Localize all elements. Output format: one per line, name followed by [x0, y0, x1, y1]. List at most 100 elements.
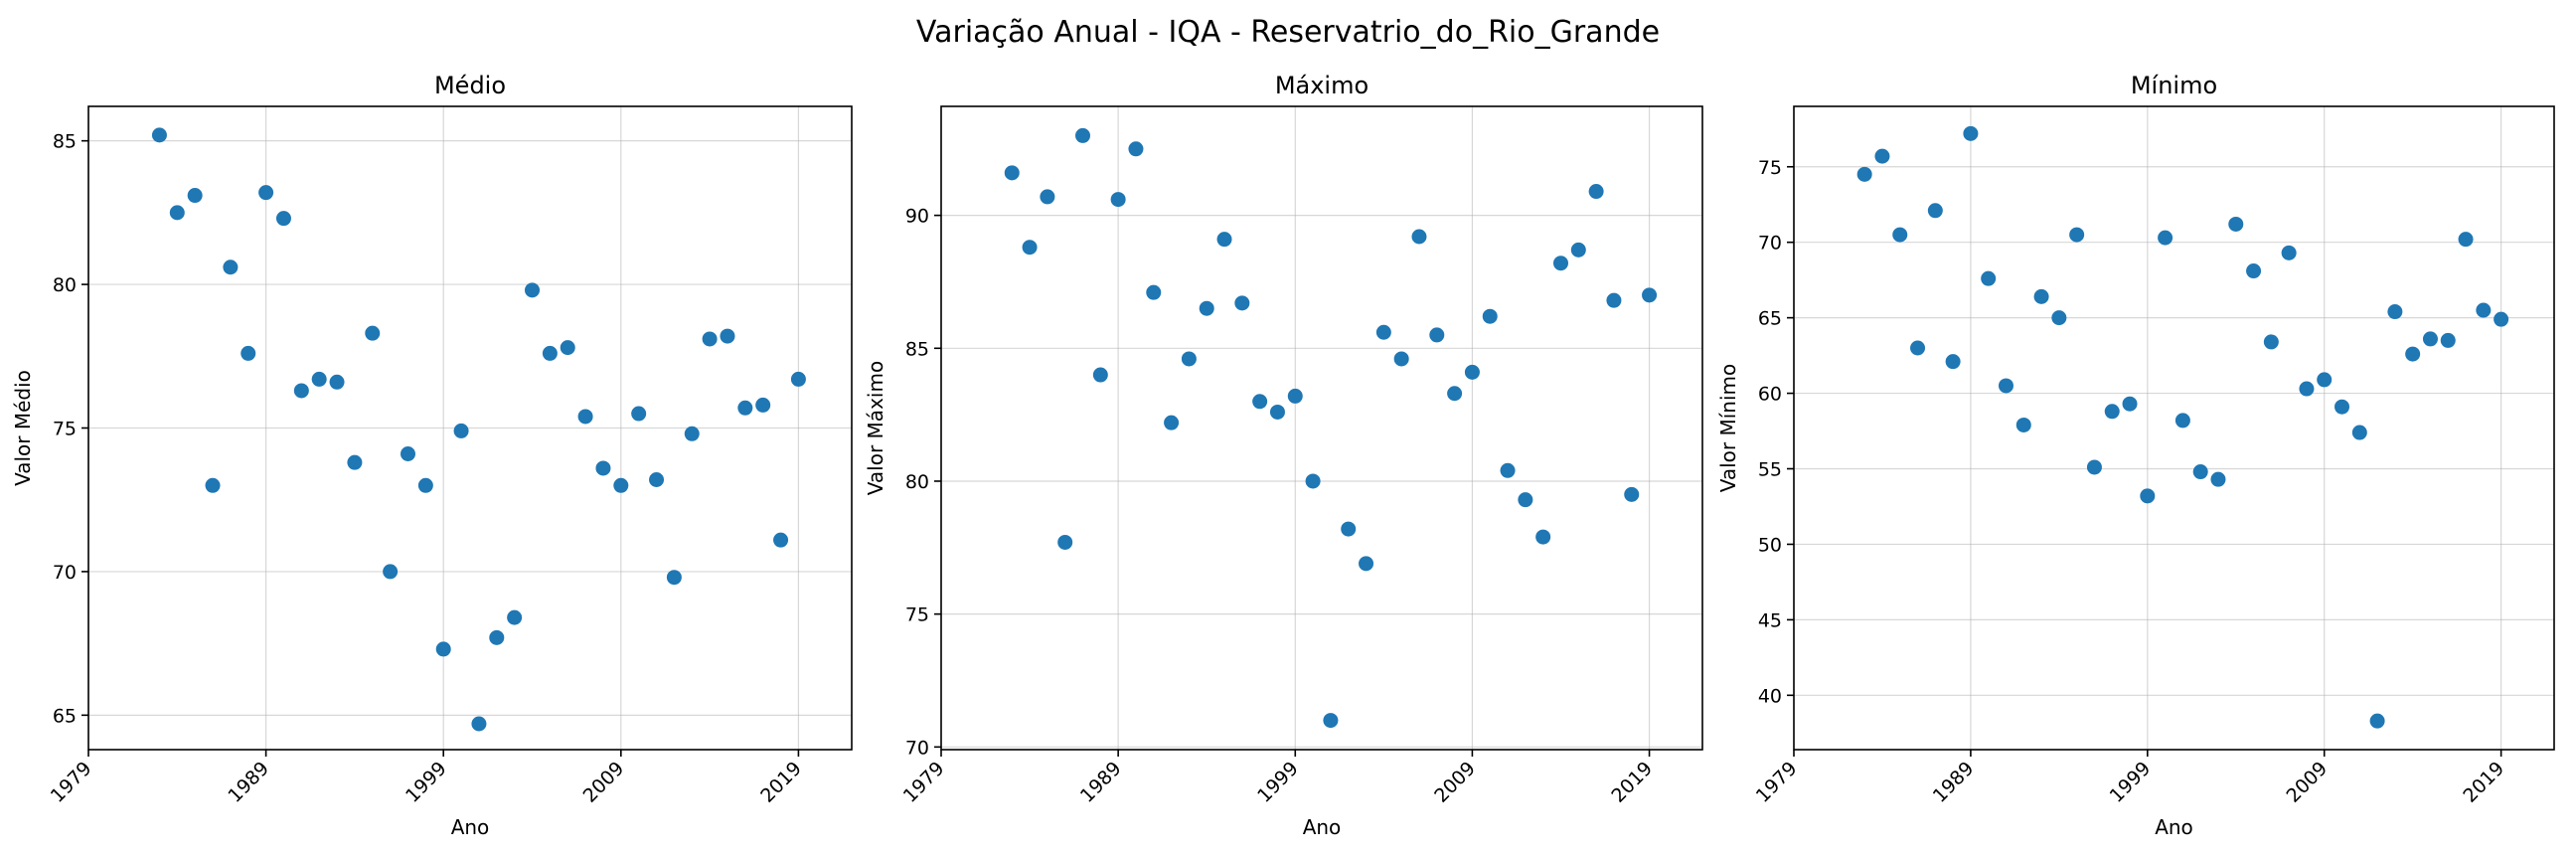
data-point [1570, 242, 1586, 258]
y-tick-label: 65 [1758, 308, 1782, 330]
data-point [1588, 184, 1604, 200]
data-point [1022, 240, 1038, 256]
panel-title: Médio [434, 72, 506, 99]
data-point [1945, 354, 1961, 370]
x-tick-label: 1989 [1076, 758, 1126, 807]
figure-title: Variação Anual - IQA - Reservatrio_do_Ri… [916, 15, 1660, 50]
data-point [1910, 340, 1926, 356]
data-point [1341, 521, 1357, 537]
x-tick-label: 2019 [2459, 758, 2508, 807]
data-point [755, 397, 771, 413]
data-point [2015, 417, 2031, 432]
data-point [329, 374, 345, 390]
x-tick-label: 2009 [1430, 758, 1480, 807]
data-point [2192, 464, 2208, 480]
data-point [1518, 492, 1533, 508]
data-point [435, 641, 451, 657]
data-point [2317, 372, 2333, 388]
y-tick-label: 60 [1758, 384, 1782, 406]
data-point [2422, 331, 2438, 347]
x-tick-label: 1999 [402, 758, 451, 807]
y-tick-label: 85 [905, 338, 929, 360]
data-point [595, 460, 611, 476]
data-point [347, 454, 363, 470]
data-point [1856, 166, 1872, 182]
data-point [2351, 425, 2367, 440]
data-point [1393, 351, 1409, 367]
data-point [2122, 396, 2138, 412]
data-point [1269, 404, 1285, 420]
data-point [507, 609, 523, 625]
data-point [2369, 713, 2385, 729]
data-point [151, 127, 167, 143]
data-point [2246, 263, 2262, 279]
data-point [1552, 256, 1568, 271]
data-point [1287, 388, 1303, 404]
x-tick-label: 1979 [1752, 758, 1802, 807]
data-point [258, 185, 274, 201]
data-point [542, 345, 558, 361]
axes-frame [940, 105, 1703, 751]
chart-panel-1: 1979 1989 1999 2009 2019 65 70 75 80 85 Médio Ano Va… [11, 72, 853, 839]
data-point [560, 340, 575, 356]
data-point [577, 409, 593, 425]
data-point [2033, 288, 2049, 304]
x-axis-label: Ano [451, 815, 490, 839]
data-point [223, 259, 239, 275]
y-tick-label: 75 [1758, 157, 1782, 179]
y-tick-label: 65 [53, 705, 77, 727]
y-tick-label: 70 [905, 737, 929, 759]
x-tick-label: 2009 [579, 758, 629, 807]
data-point [631, 406, 647, 422]
y-axis-label: Valor Máximo [864, 361, 887, 495]
data-point [1216, 232, 1232, 248]
data-point [1181, 351, 1197, 367]
data-point [2051, 310, 2067, 326]
data-point [205, 477, 221, 493]
data-point [1110, 192, 1126, 208]
data-point [1447, 386, 1463, 402]
data-point [2281, 245, 2297, 260]
data-point [293, 383, 309, 399]
data-point [649, 471, 665, 487]
data-point [1500, 462, 1516, 478]
data-point [1128, 141, 1144, 157]
data-point [365, 325, 381, 341]
data-point [2210, 471, 2226, 487]
data-point [1199, 300, 1214, 316]
y-tick-label: 55 [1758, 459, 1782, 481]
data-point [2069, 227, 2085, 243]
data-point [1429, 327, 1445, 343]
chart-panel-2: 1979 1989 1999 2009 2019 70 75 80 85 90 Máximo Ano V… [864, 72, 1703, 839]
y-axis-label: Valor Mínimo [1716, 364, 1740, 493]
data-point [1359, 556, 1374, 572]
data-point [1535, 529, 1551, 545]
x-tick-label: 2009 [2283, 758, 2333, 807]
data-point [169, 205, 185, 221]
data-point [417, 477, 433, 493]
data-point [1305, 473, 1321, 489]
x-tick-label: 1989 [224, 758, 273, 807]
data-point [1146, 284, 1162, 300]
y-tick-label: 50 [1758, 534, 1782, 556]
y-axis-label: Valor Médio [11, 370, 35, 486]
data-point [1624, 486, 1640, 502]
x-axis-label: Ano [2155, 815, 2193, 839]
data-point [2299, 381, 2315, 397]
data-point [720, 328, 735, 344]
data-point [1040, 189, 1055, 205]
data-point [2158, 230, 2174, 246]
y-tick-label: 75 [53, 419, 77, 440]
data-point [2494, 311, 2509, 327]
data-point [525, 282, 541, 298]
data-point [1874, 148, 1890, 164]
panel-title: Mínimo [2131, 72, 2217, 99]
data-point [1606, 292, 1622, 308]
x-tick-label: 1979 [47, 758, 96, 807]
y-tick-label: 70 [1758, 233, 1782, 255]
data-point [1411, 229, 1427, 245]
data-point [1092, 367, 1108, 383]
x-tick-label: 2019 [1607, 758, 1657, 807]
data-point [1981, 270, 1997, 286]
data-point [1963, 125, 1979, 141]
